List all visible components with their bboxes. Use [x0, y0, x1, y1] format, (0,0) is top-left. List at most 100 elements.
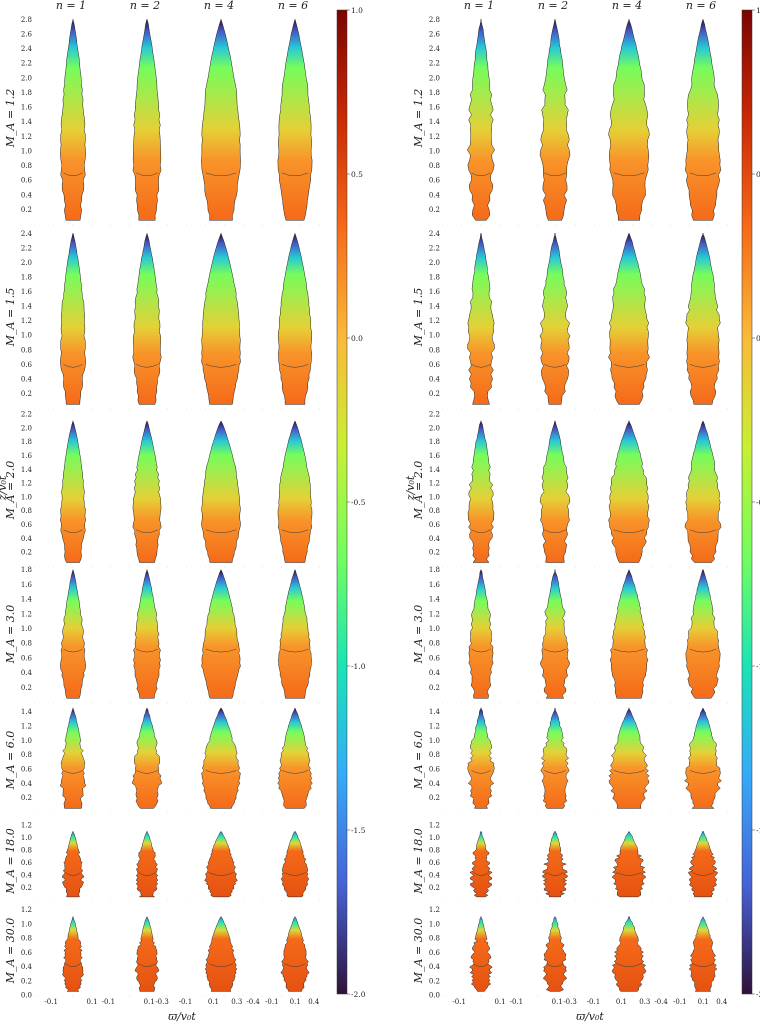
contact-line — [63, 770, 83, 774]
y-tick-label: 2.6 — [429, 30, 441, 38]
y-tick-label: 2.0 — [21, 424, 32, 432]
row-label: M_A = 3.0 — [4, 605, 17, 664]
plume-4-3 — [201, 569, 241, 699]
contact-line — [473, 963, 489, 967]
panel-right: n = 1 n = 2 n = 4 n = 6 M_A = 1.2 0.2 0.4 0.6 0.… — [404, 0, 760, 1023]
y-tick-label: 2.2 — [21, 60, 32, 68]
colorbar-tick-label: -2.0 — [351, 990, 366, 999]
y-tick-label: 1.6 — [21, 104, 33, 112]
y-tick-label: 0.6 — [429, 521, 441, 529]
colorbar — [336, 9, 348, 995]
plume-1-4 — [277, 19, 313, 221]
y-tick-label: 1.8 — [429, 438, 440, 446]
plume-3-2 — [539, 420, 571, 563]
y-tick-label: 0.8 — [21, 751, 32, 759]
row-label: M_A = 1.5 — [412, 288, 425, 347]
x-tick-label: 0.1 — [144, 998, 155, 1006]
plume-3-2 — [132, 420, 162, 563]
y-tick-label: 0.2 — [429, 390, 440, 398]
contact-line — [205, 529, 237, 533]
plume-5-2 — [540, 707, 570, 809]
x-tick-label: 0.3 — [639, 998, 650, 1006]
y-tick-label: 0.4 — [21, 191, 33, 199]
row-label: M_A = 6.0 — [4, 731, 17, 790]
contact-line — [136, 770, 158, 774]
y-tick-label: 0.4 — [21, 780, 33, 788]
contact-line — [63, 364, 83, 368]
y-tick-label: 1.6 — [21, 452, 33, 460]
x-tick-label: 0.1 — [494, 998, 505, 1006]
y-tick-label: 1.0 — [429, 493, 440, 501]
contact-line — [471, 364, 491, 368]
y-tick-label: 1.2 — [429, 317, 440, 325]
x-tick-label: -0.1 — [179, 998, 193, 1006]
plume-1-4 — [684, 19, 722, 221]
y-tick-label: 1.2 — [21, 317, 32, 325]
y-tick-label: 1.2 — [429, 480, 440, 488]
y-tick-label: 1.6 — [429, 581, 441, 589]
x-tick-label: -0.4 — [246, 998, 260, 1006]
contact-line — [471, 770, 491, 774]
row-label: M_A = 1.2 — [412, 89, 425, 148]
column-title: n = 1 — [464, 0, 494, 12]
y-tick-label: 1.6 — [21, 288, 33, 296]
colorbar-tick-label: -0.5 — [756, 498, 760, 507]
y-tick-label: 0.0 — [21, 992, 32, 1000]
y-tick-label: 0.6 — [429, 859, 441, 867]
plume-2-1 — [60, 233, 86, 405]
y-tick-label: 0.4 — [21, 535, 33, 543]
y-tick-label: 1.0 — [429, 920, 440, 928]
y-tick-label: 0.8 — [21, 640, 32, 648]
x-tick-label: 0.3 — [231, 998, 242, 1006]
row-label: M_A = 6.0 — [412, 731, 425, 790]
plume-6-4 — [688, 831, 718, 898]
row-label: M_A = 1.5 — [4, 288, 17, 347]
y-tick-label: 0.4 — [21, 669, 33, 677]
y-tick-label: 0.2 — [429, 794, 440, 802]
row-label: M_A = 30.0 — [4, 918, 17, 984]
y-tick-label: 0.4 — [21, 872, 33, 880]
plume-5-1 — [467, 707, 495, 809]
y-tick-label: 0.4 — [429, 872, 441, 880]
colorbar-tick-label: 0.5 — [756, 170, 760, 179]
contact-line — [281, 770, 309, 774]
y-tick-label: 1.0 — [429, 147, 440, 155]
contact-line — [284, 963, 306, 967]
y-tick-label: 2.4 — [21, 45, 33, 53]
plume-3-3 — [201, 420, 241, 563]
y-tick-label: 1.0 — [429, 332, 440, 340]
y-tick-label: 1.2 — [21, 610, 32, 618]
plume-1-2 — [539, 19, 571, 221]
y-tick-label: 0.6 — [429, 654, 441, 662]
contact-line — [613, 770, 645, 774]
contact-line — [616, 963, 642, 967]
y-tick-label: 1.0 — [21, 332, 32, 340]
y-tick-label: 0.2 — [21, 977, 32, 985]
plume-7-2 — [134, 916, 160, 992]
y-tick-label: 2.8 — [21, 16, 32, 24]
colorbar-tick-label: -1.0 — [351, 662, 366, 671]
plume-2-2 — [539, 233, 571, 405]
y-tick-label: 1.8 — [21, 89, 32, 97]
contact-line — [616, 872, 642, 876]
contact-line — [63, 172, 83, 177]
contact-line — [544, 172, 566, 177]
y-tick-label: 0.6 — [21, 361, 33, 369]
y-tick-label: 1.8 — [21, 273, 32, 281]
contact-line — [544, 648, 566, 653]
y-tick-label: 2.4 — [429, 45, 441, 53]
plume-6-2 — [135, 831, 159, 898]
contact-line — [281, 648, 309, 653]
y-tick-label: 0.6 — [429, 765, 441, 773]
y-tick-label: 0.2 — [21, 549, 32, 557]
y-tick-label: 1.6 — [429, 288, 441, 296]
plume-7-3 — [611, 916, 647, 992]
contact-line — [546, 872, 564, 876]
y-tick-label: 1.2 — [21, 722, 32, 730]
y-tick-label: 0.6 — [21, 654, 33, 662]
plume-3-3 — [608, 420, 650, 563]
contact-line — [136, 648, 158, 653]
x-axis-label: ϖ/v₀t — [576, 1010, 604, 1023]
y-tick-label: 1.0 — [21, 625, 32, 633]
x-tick-label: 0.1 — [86, 998, 97, 1006]
